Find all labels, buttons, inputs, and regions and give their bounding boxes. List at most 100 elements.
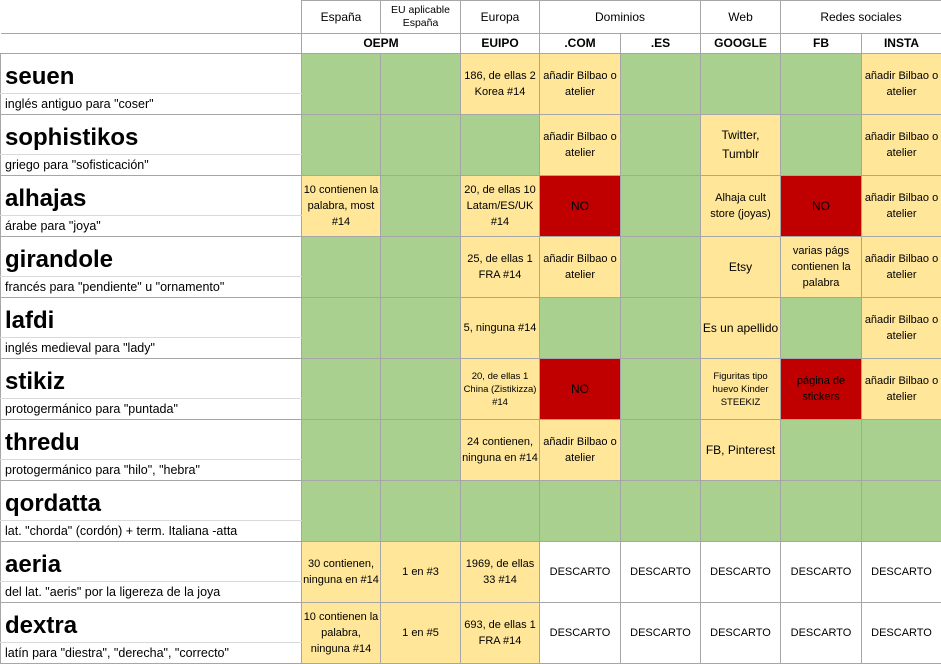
status-cell: varias págs contienen la palabra — [781, 237, 862, 298]
status-cell: NO — [540, 359, 621, 420]
status-cell-text: 20, de ellas 10 Latam/ES/UK #14 — [461, 182, 539, 230]
status-cell — [381, 359, 461, 420]
group-header-europa: Europa — [461, 1, 540, 34]
status-cell-text: añadir Bilbao o atelier — [540, 434, 620, 466]
status-cell-text: varias págs contienen la palabra — [781, 243, 861, 291]
status-cell — [621, 298, 701, 359]
status-cell-text: DESCARTO — [781, 625, 861, 641]
status-cell: 20, de ellas 1 China (Zistikizza) #14 — [461, 359, 540, 420]
status-cell: Es un apellido — [701, 298, 781, 359]
corner-cell-2 — [1, 34, 302, 54]
status-cell: añadir Bilbao o atelier — [862, 176, 941, 237]
status-cell-text: añadir Bilbao o atelier — [862, 68, 941, 100]
status-cell-text: 1 en #3 — [381, 564, 460, 580]
status-cell-text: 30 contienen, ninguna en #14 — [302, 556, 380, 588]
status-cell-text: 1969, de ellas 33 #14 — [461, 556, 539, 588]
status-cell: página de stickers — [781, 359, 862, 420]
status-cell-text: NO — [781, 197, 861, 216]
status-cell: NO — [540, 176, 621, 237]
status-cell-text: añadir Bilbao o atelier — [540, 68, 620, 100]
status-cell — [302, 481, 381, 542]
status-cell — [381, 54, 461, 115]
status-cell — [302, 420, 381, 481]
status-cell — [621, 359, 701, 420]
status-cell-text: DESCARTO — [621, 564, 700, 580]
status-cell — [781, 420, 862, 481]
word-row: qordatta — [1, 481, 941, 521]
status-cell: 10 contienen la palabra, most #14 — [302, 176, 381, 237]
status-cell-text: DESCARTO — [862, 564, 941, 580]
status-cell: añadir Bilbao o atelier — [540, 54, 621, 115]
status-cell: DESCARTO — [701, 542, 781, 603]
word-description: griego para "sofisticación" — [1, 155, 302, 176]
status-cell: añadir Bilbao o atelier — [862, 237, 941, 298]
status-cell: DESCARTO — [781, 603, 862, 664]
status-cell — [381, 176, 461, 237]
word-description: inglés medieval para "lady" — [1, 338, 302, 359]
status-cell: 1 en #3 — [381, 542, 461, 603]
status-cell: DESCARTO — [862, 603, 941, 664]
status-cell-text: Alhaja cult store (joyas) — [701, 190, 780, 222]
status-cell-text: DESCARTO — [862, 625, 941, 641]
header-column-row: OEPM EUIPO .COM .ES GOOGLE FB INSTA — [1, 34, 941, 54]
status-cell — [302, 298, 381, 359]
group-header-web: Web — [701, 1, 781, 34]
status-cell — [781, 115, 862, 176]
column-header-insta: INSTA — [862, 34, 941, 54]
status-cell: 10 contienen la palabra, ninguna #14 — [302, 603, 381, 664]
word-name: stikiz — [1, 359, 302, 399]
status-cell-text: añadir Bilbao o atelier — [862, 129, 941, 161]
status-cell: añadir Bilbao o atelier — [862, 359, 941, 420]
status-cell — [621, 481, 701, 542]
status-cell-text: añadir Bilbao o atelier — [862, 312, 941, 344]
status-cell: Twitter, Tumblr — [701, 115, 781, 176]
status-cell-text: 20, de ellas 1 China (Zistikizza) #14 — [461, 370, 539, 409]
column-header-es: .ES — [621, 34, 701, 54]
status-cell-text: página de stickers — [781, 373, 861, 405]
status-cell-text: DESCARTO — [701, 625, 780, 641]
group-header-espana: España — [302, 1, 381, 34]
status-cell — [381, 298, 461, 359]
status-cell — [302, 54, 381, 115]
column-header-google: GOOGLE — [701, 34, 781, 54]
status-cell-text: añadir Bilbao o atelier — [540, 129, 620, 161]
status-cell: DESCARTO — [540, 542, 621, 603]
status-cell: DESCARTO — [621, 542, 701, 603]
word-name: seuen — [1, 54, 302, 94]
status-cell — [781, 298, 862, 359]
status-cell-text: 693, de ellas 1 FRA #14 — [461, 617, 539, 649]
status-cell: Etsy — [701, 237, 781, 298]
status-cell — [781, 54, 862, 115]
status-cell: 20, de ellas 10 Latam/ES/UK #14 — [461, 176, 540, 237]
status-cell: añadir Bilbao o atelier — [862, 54, 941, 115]
status-cell — [621, 420, 701, 481]
word-name: dextra — [1, 603, 302, 643]
status-cell: añadir Bilbao o atelier — [540, 237, 621, 298]
status-cell: 1969, de ellas 33 #14 — [461, 542, 540, 603]
status-cell — [461, 481, 540, 542]
status-cell-text: 186, de ellas 2 Korea #14 — [461, 68, 539, 100]
status-cell: DESCARTO — [621, 603, 701, 664]
status-cell-text: 10 contienen la palabra, most #14 — [302, 182, 380, 230]
word-name: qordatta — [1, 481, 302, 521]
status-cell: 24 contienen, ninguna en #14 — [461, 420, 540, 481]
status-cell — [302, 115, 381, 176]
status-cell — [701, 481, 781, 542]
status-cell — [540, 481, 621, 542]
word-description: latín para "diestra", "derecha", "correc… — [1, 643, 302, 664]
status-cell — [461, 115, 540, 176]
status-cell-text: DESCARTO — [781, 564, 861, 580]
word-description: del lat. "aeris" por la ligereza de la j… — [1, 582, 302, 603]
column-header-com: .COM — [540, 34, 621, 54]
status-cell: 30 contienen, ninguna en #14 — [302, 542, 381, 603]
status-cell: DESCARTO — [540, 603, 621, 664]
status-cell — [381, 115, 461, 176]
status-cell: Figuritas tipo huevo Kinder STEEKIZ — [701, 359, 781, 420]
